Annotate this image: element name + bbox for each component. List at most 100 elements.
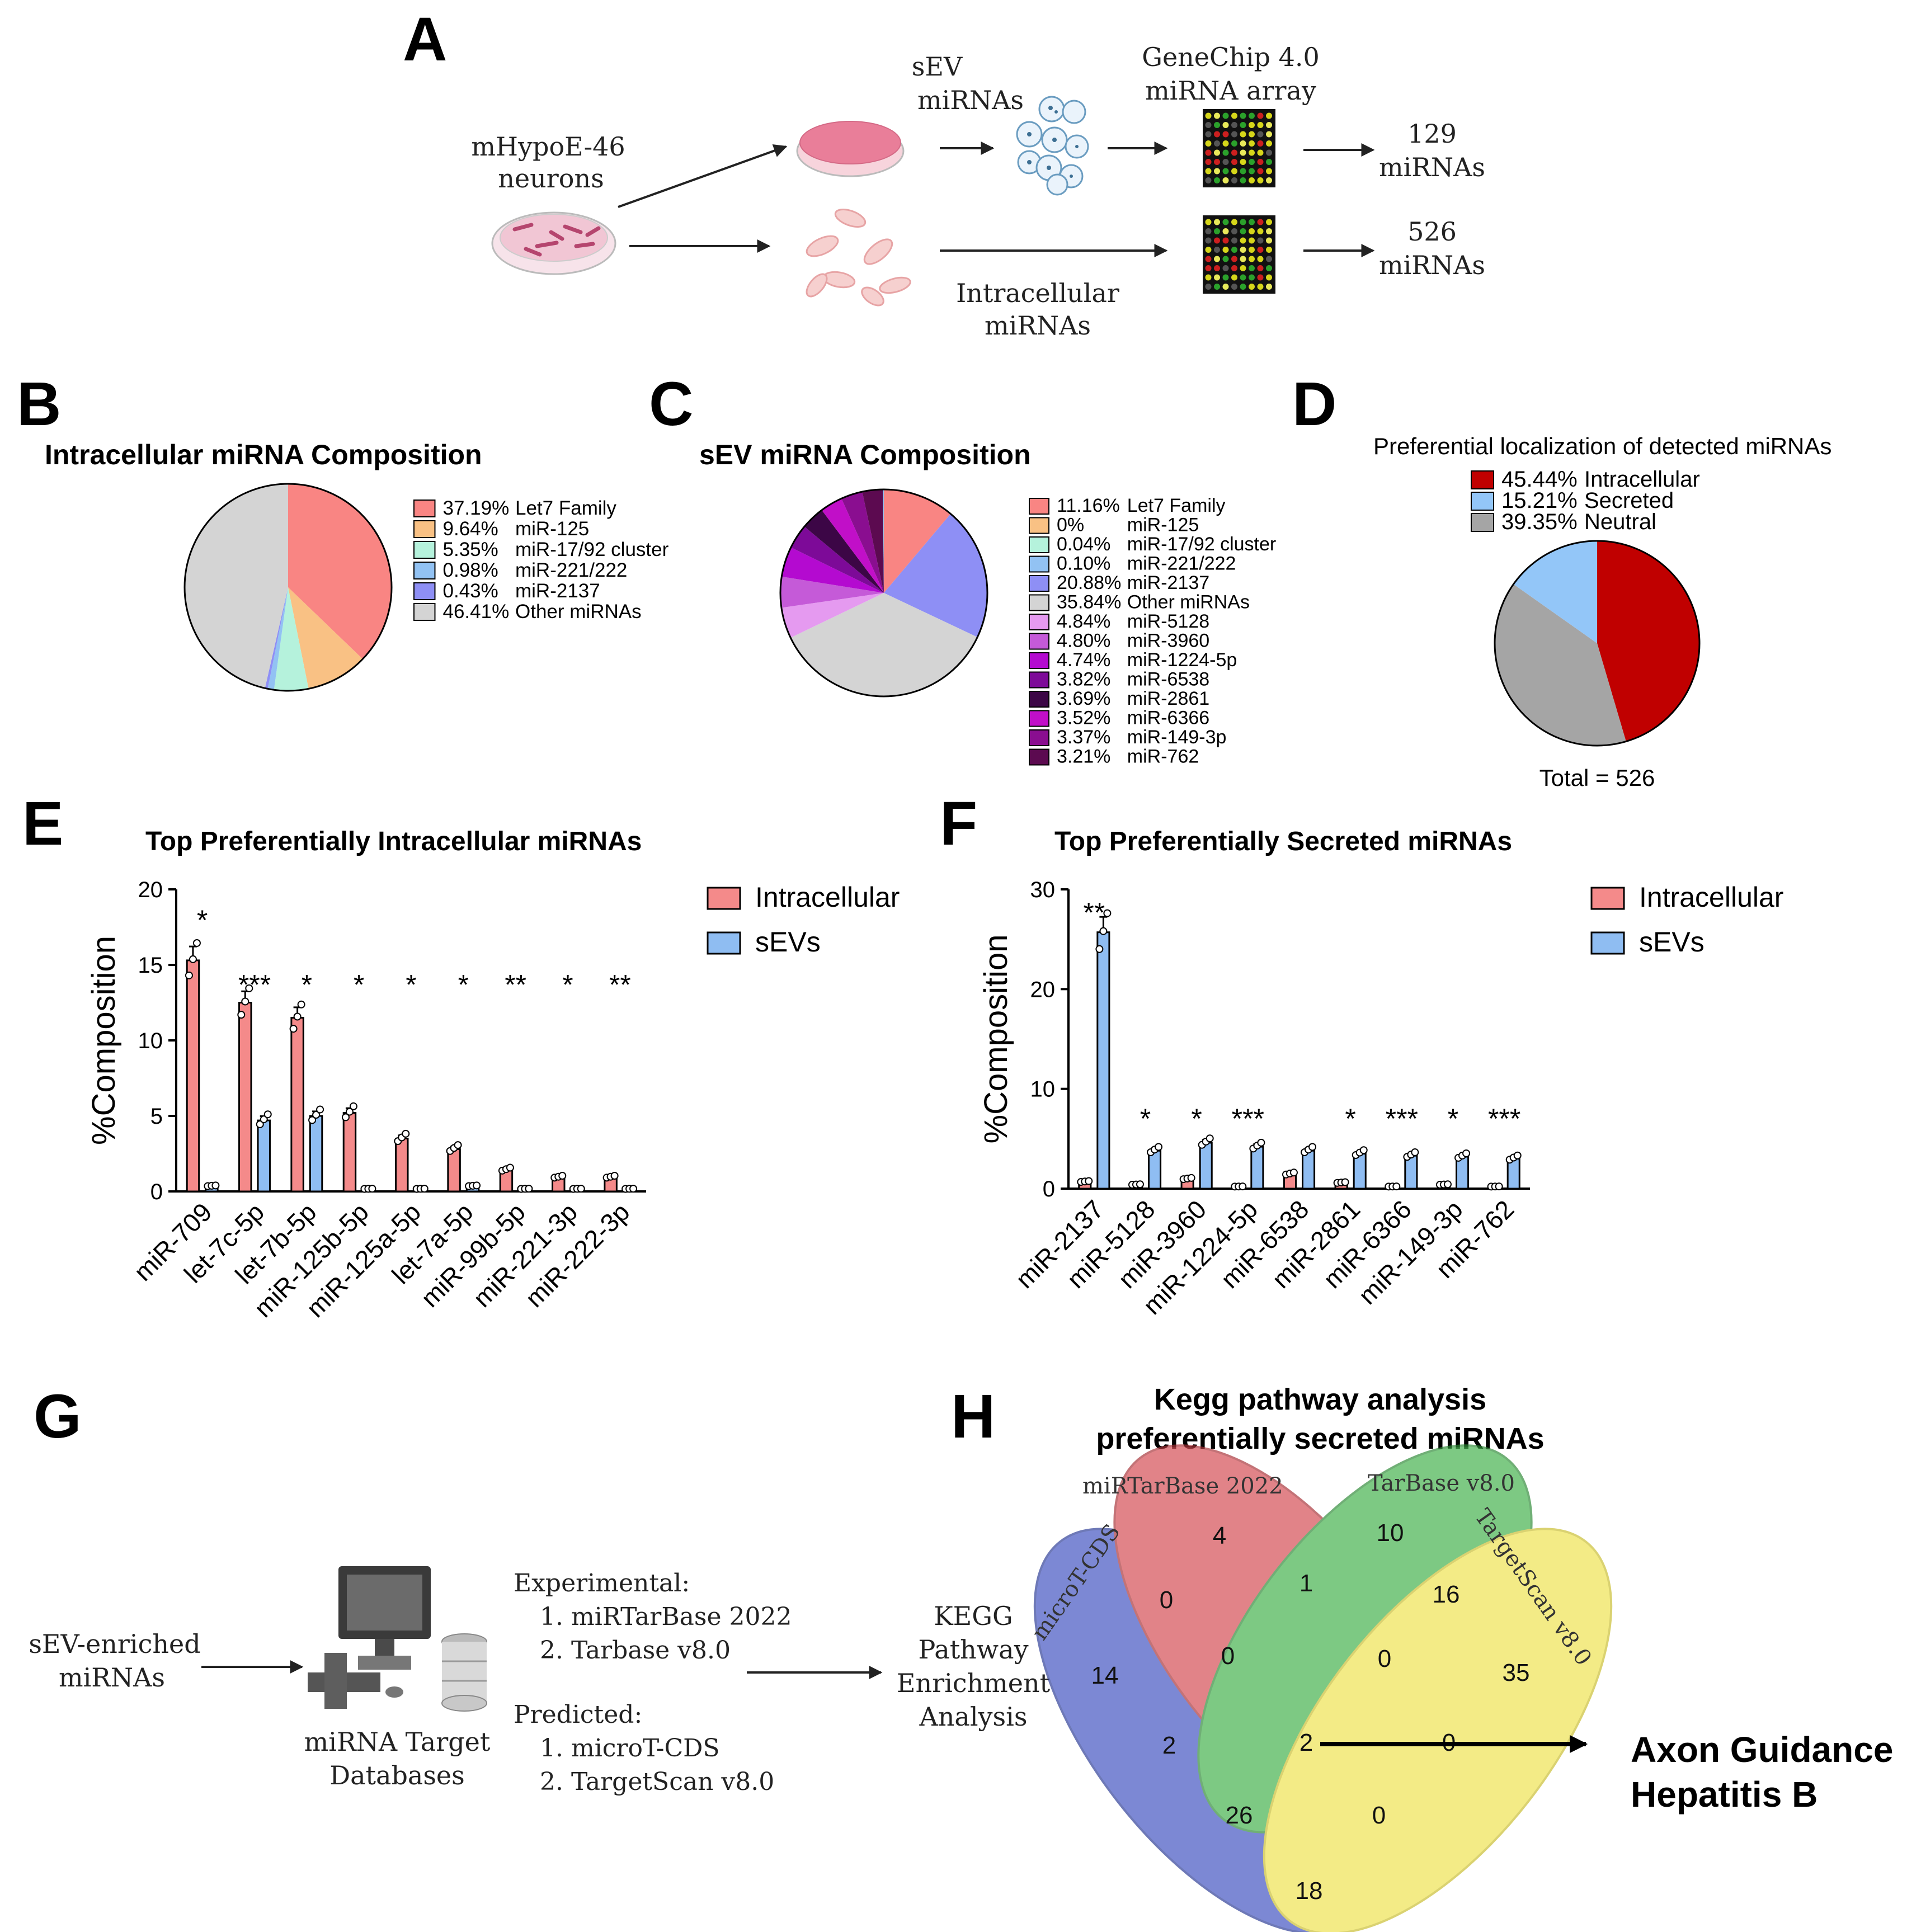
replicate-point [289, 1025, 298, 1033]
significance-marker: * [302, 969, 312, 1001]
g-exp-item-1: 1. miRTarBase 2022 [540, 1603, 792, 1631]
legend-label: Secreted [1584, 488, 1674, 513]
significance-marker: * [354, 969, 364, 1001]
panel-letter-g: G [34, 1382, 82, 1451]
venn-region-value: 2 [1162, 1732, 1176, 1759]
y-tick-label: 5 [150, 1104, 163, 1129]
replicate-point [312, 1111, 321, 1119]
legend-label: miR-149-3p [1127, 727, 1227, 748]
legend-swatch [1029, 691, 1049, 708]
g-kegg-label: KEGG [934, 1601, 1013, 1631]
pie-slice-intracellular [1597, 541, 1699, 742]
significance-marker: * [197, 904, 208, 936]
bar-intracellular [447, 1148, 461, 1193]
y-axis-label: %Composition [86, 936, 122, 1145]
venn-region-value: 4 [1213, 1522, 1226, 1549]
venn-result-line-2: Hepatitis B [1631, 1774, 1818, 1815]
pie-slice-mir-762 [862, 489, 884, 593]
panel-a-workflow: mHypoE-46 neurons sEV miRNAs GeneChip 4.… [471, 42, 1485, 341]
legend-percent: 39.35% [1501, 510, 1578, 534]
replicate-point [293, 1012, 302, 1021]
replicate-point [1308, 1143, 1317, 1151]
bar-intracellular [238, 1002, 252, 1193]
source-cells-label-2: neurons [498, 163, 604, 194]
legend-swatch [1029, 671, 1049, 689]
legend-swatch-intracellular [1590, 887, 1625, 910]
pie-chart-b [183, 483, 393, 692]
venn-region-value: 26 [1226, 1802, 1253, 1829]
pie-slice-mir-5128 [781, 593, 884, 638]
pie-outline [183, 483, 393, 692]
venn-region-value: 18 [1296, 1877, 1323, 1905]
legend-label-intracellular: Intracellular [1639, 882, 1783, 913]
legend-label: miR-2861 [1127, 688, 1209, 709]
legend-percent: 4.74% [1057, 649, 1110, 671]
pie-slice-secreted [1513, 541, 1597, 643]
replicate-point [341, 1113, 350, 1121]
legend-swatch [413, 562, 436, 579]
replicate-point [1513, 1151, 1522, 1160]
legend-percent: 0.43% [443, 580, 498, 602]
legend-label: miR-125 [1127, 515, 1199, 536]
pie-b-title: Intracellular miRNA Composition [45, 439, 482, 470]
neuron-cells-icon [806, 208, 911, 307]
venn-region-value: 14 [1091, 1662, 1119, 1689]
pie-outline [779, 488, 988, 698]
legend-swatch [1029, 575, 1049, 592]
y-tick-label: 15 [138, 953, 163, 978]
legend-percent: 11.16% [1057, 495, 1120, 516]
legend-swatch-intracellular [707, 887, 741, 910]
legend-label: Neutral [1584, 510, 1656, 534]
legend-label: Let7 Family [515, 497, 616, 519]
legend-percent: 3.82% [1057, 669, 1110, 690]
significance-marker: ** [505, 969, 526, 1001]
intracellular-mirnas-label: Intracellular [956, 278, 1119, 308]
replicate-point [1411, 1148, 1419, 1157]
venn-region-value: 0 [1160, 1586, 1173, 1614]
pie-slice-mir-221-222 [883, 489, 884, 593]
y-tick-label: 10 [1030, 1077, 1056, 1102]
legend-percent: 3.21% [1057, 746, 1110, 767]
legend-swatch [1029, 710, 1049, 727]
legend-swatch [413, 500, 436, 517]
legend-swatch [1029, 652, 1049, 669]
pie-slice-mir-2861 [804, 510, 884, 593]
g-kegg-label-3: Enrichment [897, 1668, 1051, 1698]
legend-percent: 15.21% [1501, 488, 1578, 513]
legend-percent: 4.84% [1057, 611, 1110, 632]
venn-region-value: 10 [1377, 1519, 1404, 1547]
panel-letter-b: B [17, 370, 61, 439]
pie-slice-mir-125 [288, 587, 363, 689]
pie-chart-c [779, 488, 988, 698]
arrow-cells-to-media [618, 144, 788, 208]
bar-sevs [1302, 1149, 1316, 1190]
bar-intracellular [290, 1017, 304, 1193]
replicate-point [577, 1185, 585, 1193]
legend-percent: 45.44% [1501, 467, 1578, 492]
legend-label: Let7 Family [1127, 495, 1226, 516]
legend-label: miR-221/222 [515, 559, 627, 581]
replicate-point [1462, 1149, 1471, 1157]
replicate-point [1103, 909, 1112, 917]
pie-slice-other-mirnas [790, 593, 978, 697]
sev-mirnas-label-2: miRNAs [917, 85, 1024, 115]
replicate-point [241, 997, 249, 1006]
venn-label-tarbase: TarBase v8.0 [1368, 1471, 1515, 1496]
y-tick-label: 10 [138, 1029, 163, 1053]
replicate-point [454, 1141, 462, 1149]
replicate-point [525, 1185, 533, 1193]
panel-letter-f: F [940, 789, 977, 858]
pie-outline [1494, 540, 1701, 747]
replicate-point [1085, 1177, 1093, 1185]
replicate-point [610, 1171, 619, 1180]
intracellular-mirnas-label-2: miRNAs [985, 310, 1091, 341]
pie-slice-mir-149-3p [841, 492, 884, 593]
legend-swatch-sevs [707, 931, 741, 955]
g-db-label-2: Databases [329, 1760, 465, 1790]
bar-e-title: Top Preferentially Intracellular miRNAs [145, 827, 642, 856]
replicate-point [189, 955, 197, 963]
legend-percent: 5.35% [443, 539, 498, 560]
pie-slice-mir-6538 [790, 526, 884, 593]
g-kegg-label-4: Analysis [919, 1702, 1028, 1732]
